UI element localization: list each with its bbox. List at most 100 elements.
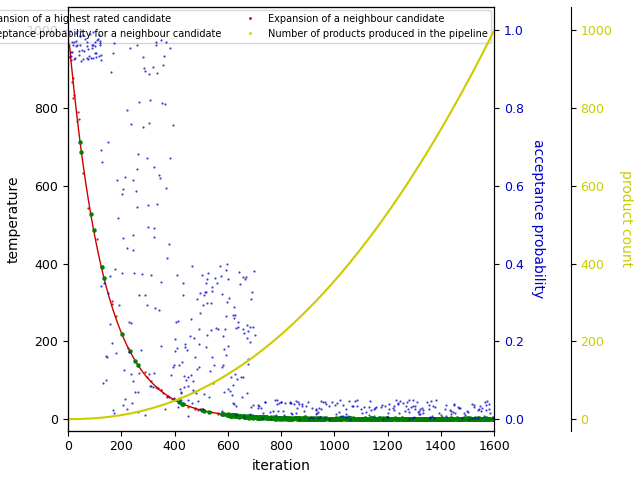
Point: [408, 415, 419, 423]
Point: [332, 399, 342, 407]
Point: [150, 304, 161, 312]
Point: [341, 413, 351, 420]
Point: [331, 415, 341, 423]
Point: [377, 401, 387, 408]
Point: [489, 415, 499, 423]
Point: [125, 348, 135, 355]
Point: [474, 415, 484, 422]
Point: [107, 300, 117, 308]
Point: [488, 415, 498, 422]
Point: [259, 413, 269, 421]
Point: [404, 415, 414, 423]
Point: [120, 173, 130, 181]
Point: [248, 413, 259, 421]
Point: [262, 413, 272, 421]
Point: [137, 271, 147, 278]
Point: [264, 414, 275, 422]
Point: [296, 400, 307, 408]
Point: [365, 415, 376, 422]
Point: [88, 28, 99, 36]
Point: [154, 171, 164, 179]
Point: [453, 415, 463, 422]
Point: [412, 398, 422, 406]
Point: [335, 396, 346, 404]
Point: [218, 361, 228, 369]
Point: [275, 415, 285, 422]
Point: [269, 396, 280, 404]
Point: [380, 415, 390, 422]
Point: [271, 411, 282, 419]
Point: [442, 415, 452, 422]
Point: [383, 415, 394, 423]
Point: [157, 99, 168, 107]
Point: [482, 397, 492, 405]
Point: [344, 397, 354, 405]
Point: [350, 397, 360, 405]
Point: [408, 396, 418, 404]
Point: [304, 415, 314, 422]
Point: [346, 415, 356, 422]
Point: [229, 411, 239, 419]
Point: [193, 397, 203, 405]
Point: [276, 415, 286, 422]
Point: [472, 406, 483, 413]
Point: [346, 415, 356, 422]
Point: [483, 415, 493, 423]
Point: [441, 412, 451, 420]
Point: [428, 415, 438, 423]
Point: [483, 415, 493, 422]
Point: [401, 415, 411, 423]
Point: [465, 415, 476, 422]
Point: [272, 414, 282, 422]
Point: [331, 415, 341, 423]
Point: [77, 47, 88, 54]
Point: [248, 413, 259, 421]
Point: [387, 415, 397, 423]
Point: [399, 415, 410, 423]
Point: [196, 407, 207, 414]
Point: [415, 410, 426, 418]
Point: [352, 415, 362, 423]
Point: [90, 42, 100, 50]
Point: [346, 415, 356, 422]
Point: [488, 414, 499, 422]
Point: [241, 413, 251, 420]
Point: [383, 415, 394, 422]
Point: [239, 414, 250, 421]
Point: [371, 415, 381, 423]
Point: [380, 415, 390, 423]
Point: [434, 415, 444, 423]
Point: [436, 411, 446, 419]
Point: [228, 411, 239, 419]
Point: [276, 398, 286, 406]
Point: [393, 399, 403, 407]
Point: [146, 271, 156, 279]
Point: [203, 269, 213, 277]
Point: [478, 415, 488, 423]
Point: [273, 414, 283, 422]
Point: [266, 413, 276, 421]
Point: [483, 415, 493, 423]
Point: [237, 413, 248, 420]
Point: [70, 42, 81, 50]
Point: [83, 55, 93, 63]
Point: [343, 415, 353, 422]
Point: [441, 415, 451, 423]
Point: [309, 415, 319, 422]
Point: [374, 415, 384, 422]
Point: [182, 373, 193, 381]
Point: [379, 415, 389, 423]
Point: [118, 186, 129, 193]
Point: [221, 312, 231, 320]
Point: [386, 415, 396, 423]
Point: [420, 415, 431, 423]
Point: [363, 415, 373, 423]
Point: [340, 405, 351, 413]
Point: [145, 382, 156, 390]
Point: [404, 415, 414, 423]
Point: [277, 414, 287, 422]
Point: [247, 412, 257, 420]
Point: [407, 415, 417, 423]
Point: [133, 362, 143, 370]
Point: [72, 27, 83, 35]
